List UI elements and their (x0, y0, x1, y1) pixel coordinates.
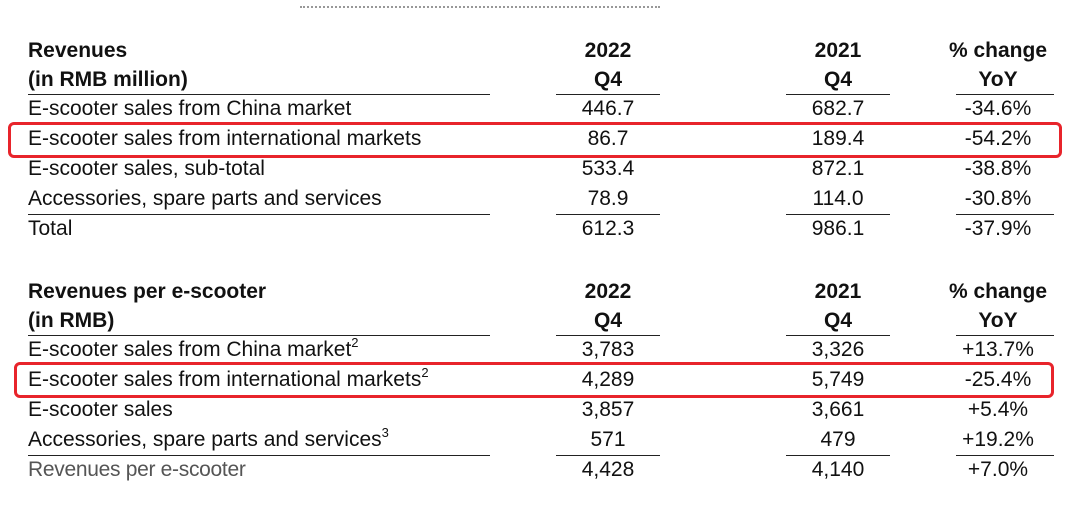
table-row-total: Total 612.3 986.1 -37.9% (28, 214, 1060, 244)
row-value-2021: 114.0 (812, 187, 864, 210)
header-label: Revenues (28, 39, 128, 62)
row-value-2022: 4,289 (581, 368, 635, 391)
table-row: E-scooter sales 3,857 3,661 +5.4% (28, 395, 1060, 425)
table-row-total: Revenues per e-scooter 4,428 4,140 +7.0% (28, 455, 1060, 485)
table-row: E-scooter sales from China market 446.7 … (28, 94, 1060, 124)
header-2022-quarter: Q4 (593, 68, 622, 91)
row-label: E-scooter sales from China market2 (28, 335, 359, 361)
row-value-2021: 189.4 (811, 127, 865, 150)
row-value-yoy: -25.4% (964, 368, 1032, 391)
table-row: Accessories, spare parts and services 78… (28, 184, 1060, 214)
table-row: E-scooter sales, sub-total 533.4 872.1 -… (28, 154, 1060, 184)
header-unit: (in RMB million) (28, 68, 188, 91)
header-yoy-sub: YoY (978, 309, 1018, 332)
row-value-yoy: -30.8% (964, 187, 1032, 210)
header-2021: 2021 (814, 39, 862, 62)
row-label: E-scooter sales (28, 398, 173, 421)
header-yoy-sub: YoY (978, 68, 1018, 91)
row-value-yoy: -37.9% (964, 217, 1032, 240)
row-label: Accessories, spare parts and services (28, 187, 382, 210)
row-label: Revenues per e-scooter (28, 458, 246, 481)
row-value-2022: 86.7 (587, 127, 629, 150)
row-label: E-scooter sales from China market (28, 97, 352, 120)
row-value-2022: 3,783 (581, 338, 635, 361)
footnote-ref: 2 (351, 335, 359, 350)
table-row: Accessories, spare parts and services3 5… (28, 425, 1060, 455)
row-value-yoy: -34.6% (964, 97, 1032, 120)
revenues-table: Revenues 2022 2021 % change (in RMB mill… (28, 36, 1060, 244)
header-2022-quarter: Q4 (593, 309, 622, 332)
row-value-2022: 4,428 (581, 458, 635, 481)
row-value-2022: 533.4 (581, 157, 635, 180)
header-yoy: % change (948, 39, 1048, 62)
header-2022: 2022 (584, 280, 632, 303)
footnote-ref: 2 (421, 365, 429, 380)
table-header-row: (in RMB million) Q4 Q4 YoY (28, 65, 1060, 94)
cropped-text-remnant (300, 0, 660, 8)
row-value-2021: 3,326 (811, 338, 865, 361)
row-value-2022: 3,857 (581, 398, 635, 421)
row-value-2022: 446.7 (581, 97, 635, 120)
table-header-row: (in RMB) Q4 Q4 YoY (28, 306, 1060, 335)
row-value-2021: 986.1 (811, 217, 865, 240)
table-row: E-scooter sales from China market2 3,783… (28, 335, 1060, 365)
row-label: Total (28, 217, 73, 240)
revenues-per-escooter-table: Revenues per e-scooter 2022 2021 % chang… (28, 277, 1060, 485)
header-unit: (in RMB) (28, 309, 115, 332)
row-value-2021: 479 (820, 428, 856, 451)
row-label: E-scooter sales from international marke… (28, 365, 429, 391)
row-value-yoy: +13.7% (962, 338, 1034, 361)
table-row: E-scooter sales from international marke… (28, 124, 1060, 154)
row-value-2022: 571 (590, 428, 626, 451)
row-value-2021: 682.7 (811, 97, 865, 120)
row-value-yoy: -38.8% (964, 157, 1032, 180)
row-value-2022: 612.3 (581, 217, 635, 240)
row-value-yoy: +5.4% (967, 398, 1029, 421)
row-value-2021: 4,140 (811, 458, 865, 481)
header-2022: 2022 (584, 39, 632, 62)
table-header-row: Revenues 2022 2021 % change (28, 36, 1060, 65)
row-value-2021: 3,661 (811, 398, 865, 421)
row-value-yoy: +19.2% (962, 428, 1034, 451)
header-2021: 2021 (814, 280, 862, 303)
header-yoy: % change (948, 280, 1048, 303)
row-value-yoy: -54.2% (964, 127, 1032, 150)
table-header-row: Revenues per e-scooter 2022 2021 % chang… (28, 277, 1060, 306)
table-row: E-scooter sales from international marke… (28, 365, 1060, 395)
row-value-2022: 78.9 (587, 187, 629, 210)
header-2021-quarter: Q4 (823, 309, 852, 332)
row-value-2021: 5,749 (811, 368, 865, 391)
header-label: Revenues per e-scooter (28, 280, 267, 303)
footnote-ref: 3 (381, 425, 389, 440)
row-label: Accessories, spare parts and services3 (28, 425, 389, 451)
row-label: E-scooter sales from international marke… (28, 127, 422, 150)
row-value-2021: 872.1 (811, 157, 865, 180)
row-label: E-scooter sales, sub-total (28, 157, 265, 180)
row-value-yoy: +7.0% (967, 458, 1029, 481)
header-2021-quarter: Q4 (823, 68, 852, 91)
